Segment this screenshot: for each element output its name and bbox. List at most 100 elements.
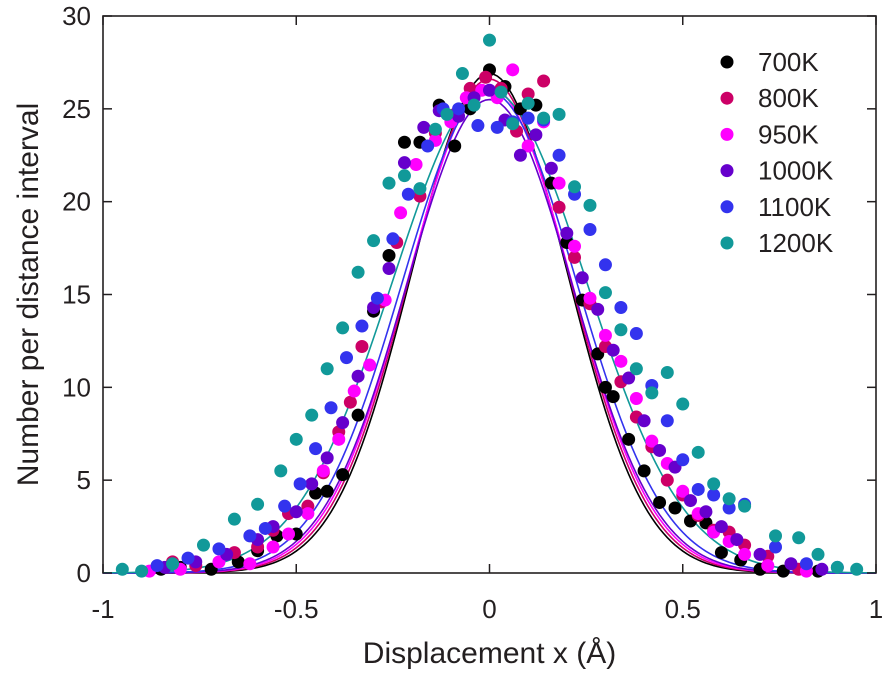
data-points — [115, 33, 864, 578]
legend-label-950K: 950K — [758, 119, 819, 149]
data-point-1100K — [386, 232, 400, 246]
data-point-1000K — [637, 414, 651, 428]
x-tick-label: -0.5 — [274, 594, 319, 624]
data-point-1200K — [320, 362, 334, 376]
data-point-1100K — [521, 111, 535, 125]
data-point-1100K — [401, 187, 415, 201]
data-point-1200K — [483, 33, 496, 47]
data-point-1100K — [660, 414, 674, 428]
data-point-1200K — [305, 408, 319, 422]
data-point-1000K — [351, 369, 365, 383]
data-point-1200K — [792, 531, 806, 545]
data-point-1000K — [653, 443, 667, 457]
data-point-700K — [382, 249, 396, 263]
data-point-1200K — [811, 547, 825, 561]
data-point-1200K — [707, 477, 721, 491]
data-point-950K — [394, 206, 408, 220]
data-point-1200K — [115, 562, 129, 576]
y-tick-label: 5 — [77, 465, 91, 495]
data-point-1100K — [769, 540, 783, 554]
data-point-1100K — [799, 557, 813, 571]
data-point-700K — [598, 380, 612, 394]
data-point-1200K — [382, 176, 396, 190]
data-point-1200K — [629, 362, 643, 376]
data-point-950K — [332, 432, 346, 446]
data-point-1000K — [714, 520, 728, 534]
data-point-1200K — [227, 512, 241, 526]
data-point-1100K — [722, 501, 736, 515]
data-point-1100K — [421, 139, 435, 153]
legend-marker-950K — [720, 127, 734, 141]
fit-curves — [102, 72, 877, 574]
data-point-1000K — [730, 533, 744, 547]
legend-marker-1200K — [720, 236, 734, 250]
data-point-1200K — [676, 397, 690, 411]
data-point-1200K — [455, 67, 469, 81]
data-point-1000K — [289, 505, 303, 519]
data-point-1200K — [367, 234, 381, 248]
data-point-1200K — [135, 564, 149, 578]
data-point-1100K — [370, 291, 384, 305]
data-point-1000K — [544, 161, 558, 175]
data-point-1200K — [251, 497, 265, 511]
data-point-1200K — [336, 321, 350, 335]
data-point-950K — [614, 354, 628, 368]
data-point-700K — [336, 468, 350, 482]
data-point-1200K — [351, 265, 365, 279]
data-point-1200K — [598, 286, 612, 300]
data-point-1000K — [529, 128, 543, 142]
data-point-950K — [409, 158, 423, 172]
data-point-1100K — [212, 542, 226, 556]
data-point-1200K — [440, 107, 454, 121]
data-point-1000K — [305, 477, 319, 491]
data-point-1100K — [676, 453, 690, 467]
data-point-1100K — [278, 499, 292, 513]
data-point-1200K — [660, 365, 674, 379]
legend-label-700K: 700K — [758, 47, 819, 77]
data-point-1200K — [645, 386, 659, 400]
data-point-1000K — [699, 505, 713, 519]
data-point-800K — [537, 74, 551, 88]
legend-label-800K: 800K — [758, 83, 819, 113]
data-point-950K — [243, 557, 257, 571]
data-point-1000K — [382, 262, 396, 276]
data-point-1100K — [629, 326, 643, 340]
x-tick-label: 1 — [869, 594, 883, 624]
legend-label-1000K: 1000K — [758, 156, 834, 186]
data-point-1000K — [397, 156, 411, 170]
data-point-1100K — [707, 488, 721, 502]
data-point-800K — [568, 250, 582, 264]
data-point-700K — [448, 139, 462, 153]
data-point-700K — [668, 501, 682, 515]
data-point-1100K — [181, 551, 195, 565]
data-point-800K — [660, 473, 674, 487]
y-tick-label: 0 — [77, 558, 91, 588]
data-point-1100K — [355, 319, 369, 333]
data-point-1100K — [691, 482, 705, 496]
data-point-800K — [479, 70, 493, 84]
data-point-1000K — [784, 557, 798, 571]
data-point-1000K — [606, 343, 620, 357]
x-axis-title: Displacement x (Å) — [363, 637, 616, 670]
data-point-1200K — [506, 117, 520, 131]
data-point-1100K — [243, 529, 257, 543]
data-point-1100K — [293, 477, 307, 491]
fit-curve-1000K — [103, 98, 876, 574]
data-point-700K — [351, 408, 365, 422]
data-point-950K — [629, 391, 643, 405]
data-point-950K — [301, 507, 315, 521]
data-point-800K — [355, 339, 369, 353]
legend-marker-800K — [720, 91, 734, 105]
data-point-950K — [363, 358, 377, 372]
data-point-950K — [645, 434, 659, 448]
data-point-1200K — [274, 464, 288, 478]
data-point-1000K — [483, 83, 496, 97]
data-point-950K — [738, 547, 752, 561]
data-point-1200K — [166, 557, 180, 571]
data-point-1000K — [320, 451, 334, 465]
data-point-1100K — [324, 401, 338, 415]
data-point-800K — [552, 200, 566, 214]
data-point-950K — [521, 139, 535, 153]
data-point-1200K — [428, 122, 442, 136]
